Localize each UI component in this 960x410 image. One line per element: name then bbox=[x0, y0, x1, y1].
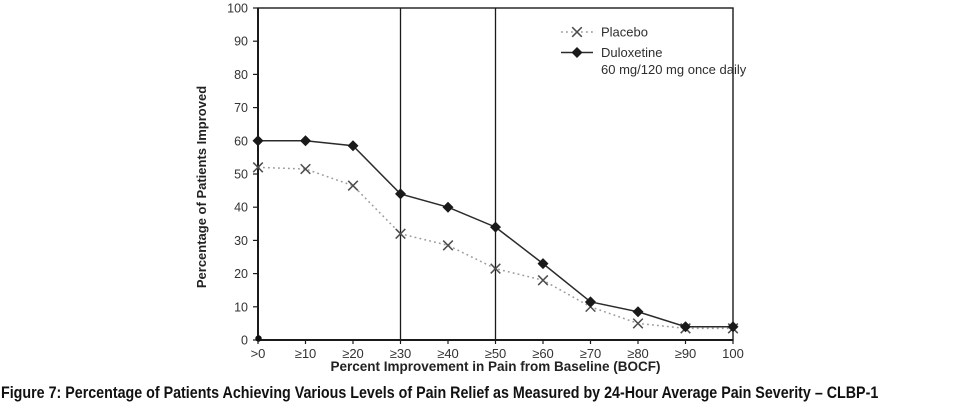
series-line bbox=[257, 166, 733, 330]
y-tick-label: 70 bbox=[234, 101, 248, 115]
diamond-marker bbox=[537, 258, 549, 270]
y-tick-label: 40 bbox=[234, 201, 248, 215]
y-tick-label: 100 bbox=[227, 2, 248, 16]
y-tick-label: 0 bbox=[241, 334, 248, 348]
x-marker bbox=[300, 163, 311, 175]
x-tick-label: ≥20 bbox=[342, 346, 364, 361]
y-tick-label: 60 bbox=[234, 134, 248, 148]
pain-relief-chart: 0 10 20 30 40 50 60 70 80 90 100 >0 ≥10 ≥20 ≥30 ≥40 ≥50 ≥… bbox=[194, 2, 747, 375]
y-tick-label: 30 bbox=[234, 234, 248, 248]
x-marker bbox=[347, 180, 359, 191]
diamond-marker bbox=[632, 306, 644, 318]
diamond-marker bbox=[490, 221, 501, 233]
x-tick-label: ≥50 bbox=[485, 346, 507, 361]
x-marker bbox=[632, 318, 644, 329]
y-tick-label: 20 bbox=[234, 267, 248, 281]
y-axis-title: Percentage of Patients Improved bbox=[194, 86, 209, 288]
legend: Placebo Duloxetine 60 mg/120 mg once daily bbox=[561, 25, 747, 77]
y-tick-label: 10 bbox=[234, 300, 248, 314]
reference-lines bbox=[399, 8, 497, 340]
figure-caption: Figure 7: Percentage of Patients Achievi… bbox=[1, 384, 879, 402]
y-tick-label: 90 bbox=[234, 35, 248, 49]
x-marker bbox=[252, 162, 264, 173]
x-tick-label: ≥60 bbox=[532, 346, 554, 361]
y-tick-label: 80 bbox=[234, 68, 248, 82]
x-axis: >0 ≥10 ≥20 ≥30 ≥40 ≥50 ≥60 ≥70 ≥80 ≥90 100 bbox=[251, 340, 744, 361]
x-axis-title: Percent Improvement in Pain from Baselin… bbox=[330, 359, 660, 374]
diamond-marker bbox=[585, 296, 596, 308]
x-tick-label: 100 bbox=[722, 346, 744, 361]
origin-dot bbox=[255, 335, 262, 342]
y-tick-label: 50 bbox=[234, 168, 248, 182]
x-marker bbox=[442, 240, 454, 251]
x-tick-label: ≥80 bbox=[627, 346, 649, 361]
diamond-marker bbox=[680, 321, 691, 333]
diamond-marker bbox=[300, 135, 311, 147]
x-marker bbox=[490, 263, 501, 274]
diamond-marker bbox=[571, 47, 583, 58]
x-tick-label: ≥70 bbox=[580, 346, 602, 361]
x-marker bbox=[537, 274, 549, 286]
x-tick-label: ≥90 bbox=[675, 346, 697, 361]
x-marker bbox=[395, 228, 406, 240]
x-tick-label: ≥10 bbox=[295, 346, 317, 361]
x-marker bbox=[571, 26, 583, 38]
legend-label-duloxetine-dose: 60 mg/120 mg once daily bbox=[601, 62, 747, 77]
x-tick-label: ≥40 bbox=[437, 346, 459, 361]
y-axis: 0 10 20 30 40 50 60 70 80 90 100 bbox=[227, 2, 258, 348]
series-duloxetine bbox=[252, 135, 739, 333]
diamond-marker bbox=[347, 140, 359, 152]
diamond-marker bbox=[442, 201, 454, 213]
legend-label-duloxetine: Duloxetine bbox=[601, 45, 662, 60]
x-tick-label: ≥30 bbox=[390, 346, 412, 361]
diamond-marker bbox=[395, 188, 406, 200]
legend-label-placebo: Placebo bbox=[601, 25, 648, 40]
x-tick-label: >0 bbox=[251, 346, 266, 361]
diamond-marker bbox=[252, 135, 264, 147]
diamond-marker bbox=[727, 321, 739, 333]
